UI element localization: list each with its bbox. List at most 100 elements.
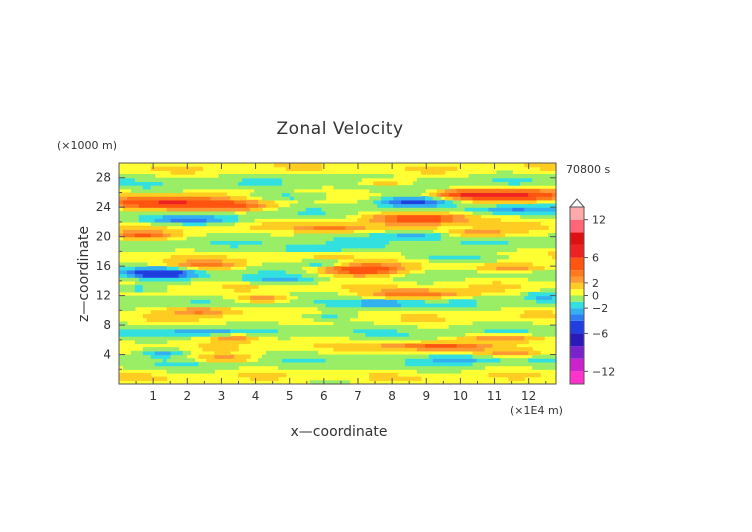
field-cell [412,188,418,194]
field-cell [464,306,470,311]
field-cell [420,306,426,311]
field-cell [218,273,223,278]
field-cell [321,240,327,245]
field-cell [313,214,319,219]
field-cell [512,343,517,348]
field-cell [154,339,160,345]
field-cell [393,302,398,308]
field-cell [234,277,239,282]
field-cell [174,185,180,190]
field-cell [369,247,374,252]
field-cell [516,177,521,183]
field-cell [492,358,498,363]
field-cell [393,203,398,208]
field-cell [488,255,494,260]
field-cell [436,185,442,190]
field-cell [238,218,243,223]
field-cell [393,361,398,367]
field-cell [480,177,486,183]
field-cell [317,185,323,190]
field-cell [476,328,482,334]
field-cell [297,244,303,249]
field-cell [202,185,207,190]
field-cell [202,369,207,374]
field-cell [401,325,406,330]
field-cell [424,280,430,286]
field-cell [389,361,394,367]
field-cell [305,181,311,186]
field-cell [309,365,315,370]
field-cell [532,266,537,271]
field-cell [528,277,533,282]
field-cell [134,244,140,249]
field-cell [536,277,541,282]
field-cell [436,339,442,345]
field-cell [277,188,283,194]
field-cell [325,240,331,245]
field-cell [214,214,219,219]
field-cell [234,347,239,352]
field-cell [488,325,494,330]
field-cell [174,306,180,311]
field-cell [230,240,235,245]
field-cell [146,199,152,205]
field-cell [178,177,184,183]
field-cell [146,288,152,293]
field-cell [126,240,132,245]
field-cell [234,358,239,363]
field-cell [142,280,148,286]
field-cell [385,343,390,348]
field-cell [250,336,255,341]
field-cell [182,203,188,208]
field-cell [258,177,263,183]
field-cell [226,269,231,275]
field-cell [222,196,227,201]
field-cell [262,266,267,271]
field-cell [405,218,410,223]
field-cell [150,210,156,216]
field-cell [202,310,207,315]
field-cell [544,174,549,179]
field-cell [409,273,414,278]
field-cell [464,273,470,278]
field-cell [333,247,339,252]
field-cell [540,336,545,341]
field-cell [329,236,335,241]
field-cell [516,376,521,381]
field-cell [269,277,275,282]
field-cell [369,332,374,337]
field-cell [154,185,160,190]
field-cell [162,350,168,356]
field-cell [301,291,307,297]
field-cell [480,255,486,260]
field-cell [218,207,223,212]
field-cell [329,361,335,367]
field-cell [460,258,466,264]
field-cell [428,339,434,345]
field-cell [321,174,327,179]
field-cell [142,188,148,194]
field-cell [440,181,446,186]
field-cell [476,218,482,223]
field-cell [488,188,494,194]
field-cell [552,358,557,363]
field-cell [456,288,462,293]
field-cell [496,299,501,304]
field-cell [440,207,446,212]
field-cell [420,170,426,175]
field-cell [119,332,124,337]
field-cell [488,266,494,271]
field-cell [480,221,486,227]
field-cell [405,229,410,234]
field-cell [397,306,402,311]
field-cell [444,232,450,238]
field-cell [301,280,307,286]
field-cell [293,177,299,183]
field-cell [401,347,406,352]
field-cell [281,244,287,249]
field-cell [524,174,529,179]
field-cell [238,174,243,179]
field-cell [258,299,263,304]
field-cell [397,203,402,208]
field-cell [524,207,529,212]
